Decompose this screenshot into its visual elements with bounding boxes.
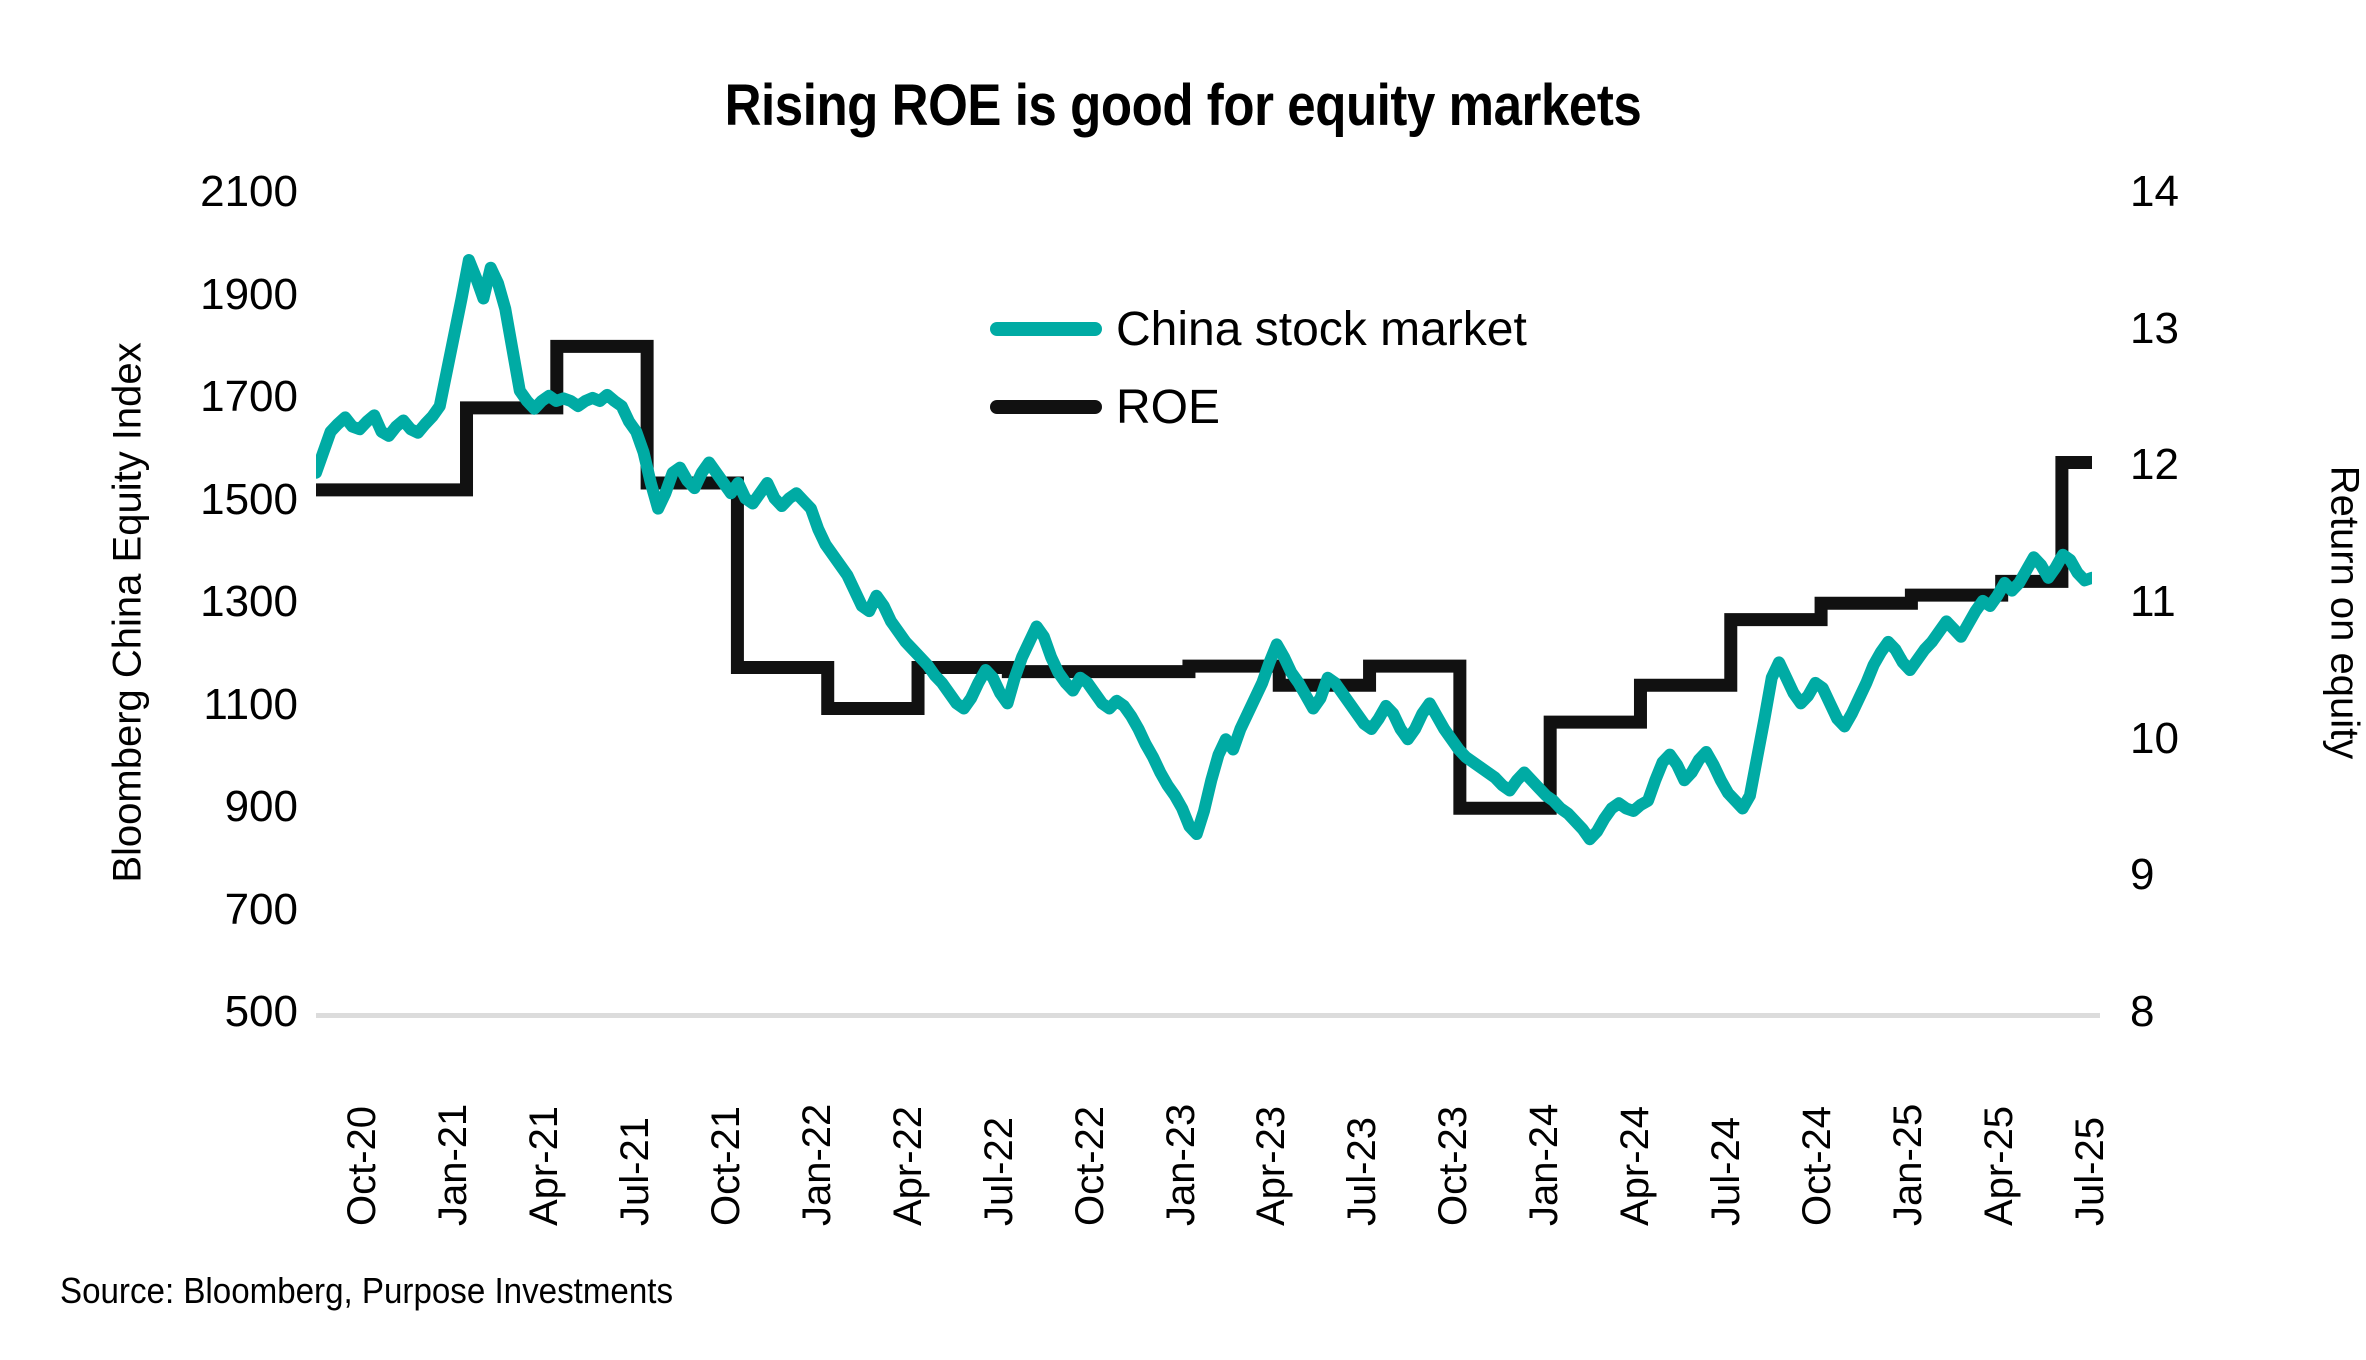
x-axis-tick-label: Jul-25 xyxy=(2068,1117,2112,1226)
right-axis-tick-label: 9 xyxy=(2130,850,2155,900)
x-axis-tick-label: Jul-22 xyxy=(976,1117,1021,1226)
left-axis-title: Bloomberg China Equity Index xyxy=(105,342,150,883)
china-stock-market-line xyxy=(316,254,2092,846)
x-axis-tick-label: Jan-22 xyxy=(794,1103,839,1226)
x-axis-tick-label: Apr-22 xyxy=(885,1105,930,1226)
left-axis-tick-label: 1300 xyxy=(200,577,298,626)
right-axis-tick-label: 11 xyxy=(2130,577,2176,626)
legend-item-label: ROE xyxy=(1116,380,1221,434)
legend-item-roe[interactable]: ROE xyxy=(990,368,1527,446)
plot-area xyxy=(316,196,2092,1016)
x-axis-tick-label: Oct-20 xyxy=(340,1105,384,1226)
x-axis-tick-label: Jul-21 xyxy=(612,1117,657,1226)
legend-swatch-icon xyxy=(990,400,1102,414)
right-axis-tick-label: 8 xyxy=(2130,987,2155,1036)
plot-svg xyxy=(316,254,2092,846)
right-axis-tick-label: 14 xyxy=(2130,167,2179,216)
left-axis-tick-label: 700 xyxy=(224,884,298,934)
x-axis-tick-label: Jul-23 xyxy=(1340,1117,1385,1226)
right-axis-tick-label: 12 xyxy=(2130,440,2179,490)
right-axis-title: Return on equity xyxy=(2322,465,2366,760)
legend-item-china-stock-market[interactable]: China stock market xyxy=(990,290,1527,368)
x-axis-tick-label: Oct-21 xyxy=(703,1105,748,1226)
x-axis-tick-label: Apr-25 xyxy=(1977,1105,2022,1226)
x-axis-tick-label: Apr-21 xyxy=(521,1105,566,1226)
axis-baseline xyxy=(316,1013,2100,1018)
x-axis-tick-label: Jan-24 xyxy=(1522,1103,1567,1226)
x-axis-tick-label: Oct-23 xyxy=(1431,1105,1476,1226)
left-axis-tick-label: 500 xyxy=(224,987,298,1036)
left-axis-tick-label: 1900 xyxy=(200,269,298,319)
page-title: Rising ROE is good for equity markets xyxy=(724,73,1642,138)
x-axis-tick-label: Jan-23 xyxy=(1158,1103,1203,1226)
x-axis-tick-label: Apr-24 xyxy=(1613,1105,1658,1226)
x-axis-tick-label: Apr-23 xyxy=(1249,1105,1294,1226)
left-axis-tick-label: 2100 xyxy=(200,167,298,216)
right-axis-tick-label: 10 xyxy=(2130,713,2179,763)
x-axis-tick-label: Jan-25 xyxy=(1886,1103,1931,1226)
legend-item-label: China stock market xyxy=(1116,302,1527,356)
x-axis-tick-label: Oct-24 xyxy=(1795,1105,1840,1226)
legend-swatch-icon xyxy=(990,322,1102,336)
left-axis-tick-label: 900 xyxy=(224,782,298,831)
x-axis-tick-label: Jul-24 xyxy=(1704,1117,1749,1226)
x-axis-tick-label: Jan-21 xyxy=(430,1103,475,1226)
source-note: Source: Bloomberg, Purpose Investments xyxy=(60,1270,674,1311)
legend: China stock market ROE xyxy=(990,290,1527,446)
x-axis-tick-label: Oct-22 xyxy=(1067,1105,1112,1226)
left-axis-tick-label: 1700 xyxy=(200,372,298,421)
right-axis-tick-label: 13 xyxy=(2130,303,2179,353)
left-axis-tick-label: 1500 xyxy=(200,474,298,524)
left-axis-tick-label: 1100 xyxy=(203,679,298,729)
